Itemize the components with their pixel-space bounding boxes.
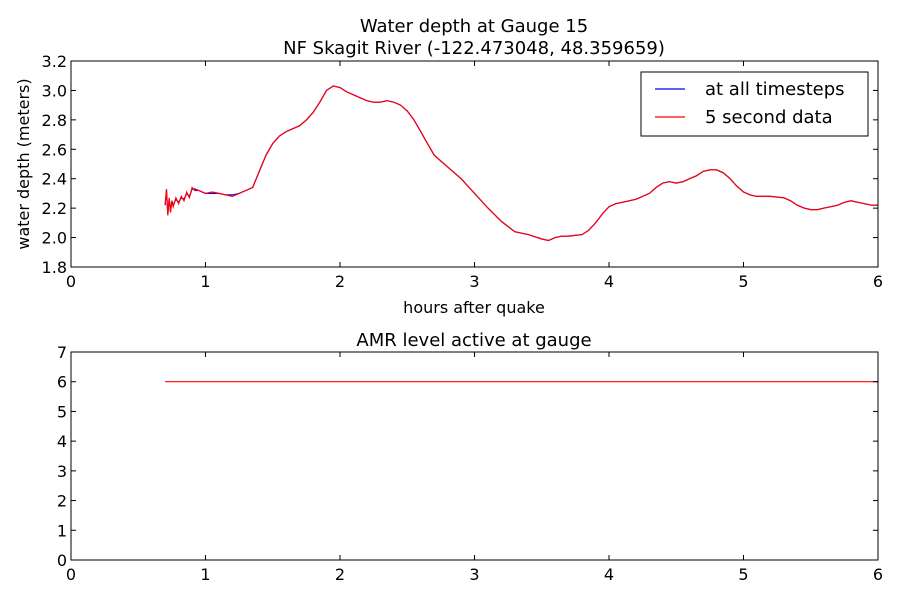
amr-x-tick-label: 1 (200, 565, 210, 584)
legend-label-series-2: 5 second data (705, 107, 833, 128)
depth-y-tick-label: 3.2 (42, 52, 67, 71)
amr-y-tick-label: 6 (57, 373, 67, 392)
x-axis-label: hours after quake (403, 298, 545, 317)
depth-x-tick-label: 2 (335, 272, 345, 291)
legend-box (640, 71, 869, 137)
depth-y-tick-label: 2.0 (42, 229, 67, 248)
chart-title-line-1: Water depth at Gauge 15 (360, 16, 588, 37)
amr-x-tick-label: 4 (604, 565, 614, 584)
amr-y-tick-label: 5 (57, 402, 67, 421)
amr-plot-area: 0 1 2 3 4 5 6 0 1 2 3 4 5 6 7 (57, 343, 883, 584)
amr-y-tick-label: 3 (57, 462, 67, 481)
amr-x-tick-label: 5 (738, 565, 748, 584)
amr-x-tick-label: 0 (66, 565, 76, 584)
depth-x-tick-label: 5 (738, 272, 748, 291)
y-axis-label: water depth (meters) (14, 78, 33, 249)
depth-x-tick-label: 1 (200, 272, 210, 291)
depth-y-tick-label: 2.4 (42, 170, 67, 189)
amr-axes-frame (70, 351, 879, 561)
chart-title-line-2: NF Skagit River (-122.473048, 48.359659) (283, 38, 665, 59)
amr-level-chart: AMR level active at gauge 0 1 2 3 4 5 6 0 1 2 3 4 5 6… (57, 330, 883, 584)
depth-x-tick-label: 3 (469, 272, 479, 291)
amr-x-tick-label: 2 (335, 565, 345, 584)
legend: at all timesteps 5 second data (640, 71, 869, 137)
legend-label-series-1: at all timesteps (705, 79, 845, 100)
amr-y-tick-label: 7 (57, 343, 67, 362)
depth-series-line-2 (164, 85, 878, 242)
depth-x-tick-label: 6 (873, 272, 883, 291)
depth-y-tick-label: 3.0 (42, 81, 67, 100)
amr-y-tick-label: 1 (57, 521, 67, 540)
depth-y-tick-label: 1.8 (42, 258, 67, 277)
amr-x-tick-label: 3 (469, 565, 479, 584)
amr-y-tick-label: 0 (57, 551, 67, 570)
water-depth-plot-area: 0 1 2 3 4 5 6 1.8 2.0 2.2 2.4 2.6 2.8 3.0 3.2 (42, 52, 884, 291)
amr-y-tick-label: 2 (57, 492, 67, 511)
amr-y-tick-label: 4 (57, 432, 67, 451)
depth-y-tick-label: 2.8 (42, 111, 67, 130)
amr-x-tick-label: 6 (873, 565, 883, 584)
amr-chart-title: AMR level active at gauge (356, 330, 591, 351)
depth-x-tick-label: 0 (66, 272, 76, 291)
depth-x-tick-label: 4 (604, 272, 614, 291)
depth-y-tick-label: 2.2 (42, 199, 67, 218)
water-depth-chart: Water depth at Gauge 15 NF Skagit River … (14, 16, 883, 317)
depth-y-tick-label: 2.6 (42, 140, 67, 159)
